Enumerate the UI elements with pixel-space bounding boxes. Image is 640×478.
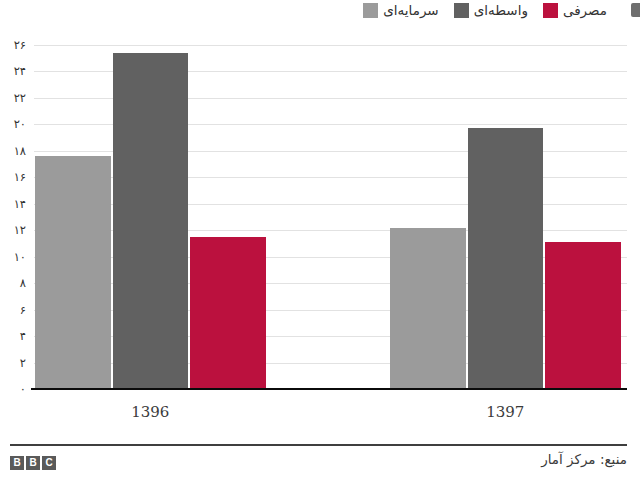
bbc-logo-block: C <box>42 456 56 470</box>
y-axis-tick-label: ۰ <box>0 382 26 396</box>
y-axis-tick-label: ۴ <box>0 329 26 343</box>
plot-area: ۰۲۴۶۸۱۰۱۲۱۴۱۶۱۸۲۰۲۲۲۴۲۶13961397 <box>0 0 640 430</box>
y-axis-tick-label: ۱۸ <box>0 144 26 158</box>
footer-divider <box>10 444 627 446</box>
bar-1397-سرمایه‌ای[interactable] <box>390 228 466 389</box>
bbc-logo-block: B <box>26 456 40 470</box>
y-axis-tick-label: ۲۲ <box>0 91 26 105</box>
x-axis-category-label: 1396 <box>90 403 210 421</box>
y-axis-tick-label: ۱۶ <box>0 170 26 184</box>
y-axis-tick-label: ۲ <box>0 356 26 370</box>
x-axis-category-label: 1397 <box>445 403 565 421</box>
y-axis-tick-label: ۸ <box>0 276 26 290</box>
bar-1397-مصرفی[interactable] <box>545 242 621 389</box>
bar-1397-واسطه‌ای[interactable] <box>468 128 544 389</box>
bbc-persian-bar-chart: سرمایه‌ایواسطه‌ایمصرفی ۰۲۴۶۸۱۰۱۲۱۴۱۶۱۸۲۰… <box>0 0 640 478</box>
bar-1396-مصرفی[interactable] <box>190 237 266 389</box>
y-axis-tick-label: ۶ <box>0 303 26 317</box>
bar-1396-واسطه‌ای[interactable] <box>113 53 189 389</box>
gridline <box>34 45 627 46</box>
y-axis-tick-label: ۱۲ <box>0 223 26 237</box>
bbc-logo-block: B <box>10 456 24 470</box>
y-axis-tick-label: ۲۰ <box>0 117 26 131</box>
y-axis-tick-label: ۱۰ <box>0 250 26 264</box>
bar-1396-سرمایه‌ای[interactable] <box>35 156 111 389</box>
y-axis-tick-label: ۱۴ <box>0 197 26 211</box>
bbc-logo: BBC <box>10 456 56 470</box>
y-axis-tick-label: ۲۴ <box>0 64 26 78</box>
source-text: منبع: مرکز آمار <box>541 451 627 467</box>
x-axis-line <box>31 388 627 390</box>
y-axis-tick-label: ۲۶ <box>0 38 26 52</box>
